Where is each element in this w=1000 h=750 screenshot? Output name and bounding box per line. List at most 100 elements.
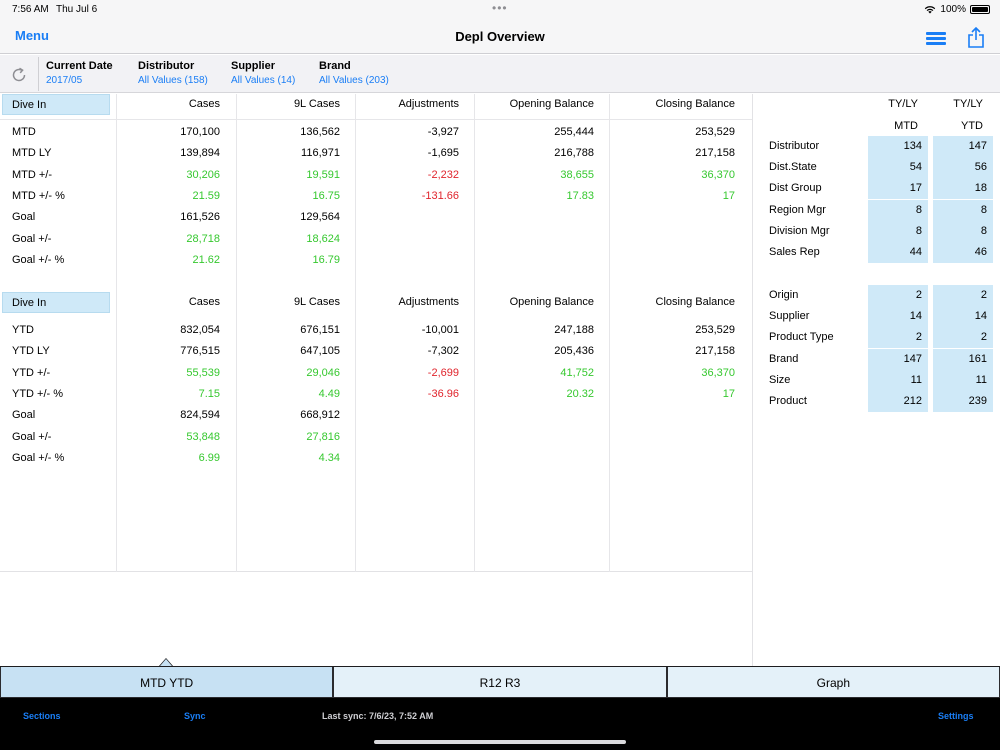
dimension-label: Division Mgr [769, 224, 830, 237]
table-cell: 116,971 [301, 147, 340, 160]
share-icon[interactable] [966, 27, 986, 49]
table-cell: 676,151 [300, 324, 340, 336]
wifi-icon [925, 6, 936, 14]
dimension-label: Region Mgr [769, 203, 826, 216]
mtd-count-cell[interactable]: 14 [868, 306, 928, 328]
table-cell: 6.99 [198, 451, 220, 464]
dive-in-button[interactable]: Dive In [2, 292, 110, 313]
table-cell: 253,529 [695, 126, 735, 138]
settings-button[interactable]: Settings [938, 711, 974, 721]
table-cell: 17 [722, 387, 735, 400]
mtd-count-cell[interactable]: 2 [868, 285, 928, 306]
column-divider [116, 94, 117, 572]
column-header: Opening Balance [509, 98, 594, 110]
refresh-icon[interactable] [9, 65, 29, 85]
filter-current-date[interactable]: Current Date 2017/05 [46, 60, 113, 86]
column-header: TY/LY [953, 98, 983, 110]
tab-r12-r3[interactable]: R12 R3 [333, 667, 667, 698]
status-bar: 7:56 AM Thu Jul 6 ••• 100% [0, 0, 1000, 20]
list-menu-icon[interactable] [926, 32, 946, 46]
mtd-count-cell[interactable]: 2 [868, 327, 928, 349]
page-title: Depl Overview [455, 29, 545, 44]
row-label: Goal [12, 409, 36, 422]
row-label: Goal +/- % [12, 253, 65, 266]
column-divider [609, 94, 610, 572]
column-divider [474, 94, 475, 572]
mtd-count-cell[interactable]: 147 [868, 348, 928, 370]
mtd-count-cell[interactable]: 212 [868, 391, 928, 412]
table-cell: 29,046 [306, 366, 340, 379]
table-cell: 216,788 [554, 147, 594, 160]
table-cell: 7.15 [198, 387, 220, 400]
table-cell: -2,232 [427, 168, 459, 181]
table-cell: 17 [722, 189, 735, 202]
filter-value: 2017/05 [46, 75, 83, 86]
column-header: 9L Cases [293, 98, 340, 110]
ytd-count-cell[interactable]: 239 [933, 391, 993, 412]
dimension-label: Distributor [769, 140, 820, 152]
menu-button[interactable]: Menu [15, 28, 49, 43]
ytd-count-cell[interactable]: 2 [933, 285, 993, 306]
row-label: MTD +/- [12, 168, 53, 181]
tab-mtd-ytd[interactable]: MTD YTD [0, 667, 334, 698]
ytd-count-cell[interactable]: 8 [933, 220, 993, 242]
mtd-count-cell[interactable]: 44 [868, 242, 928, 263]
filter-supplier[interactable]: Supplier All Values (14) [231, 60, 295, 86]
ytd-count-cell[interactable]: 56 [933, 157, 993, 179]
row-label: MTD [12, 126, 36, 138]
ytd-count-cell[interactable]: 11 [933, 369, 993, 391]
table-cell: 18,624 [306, 232, 340, 245]
mtd-count-cell[interactable]: 17 [868, 178, 928, 200]
view-tabs: MTD YTD R12 R3 Graph [0, 666, 1000, 698]
mtd-count-cell[interactable]: 8 [868, 199, 928, 221]
status-right: 100% [924, 4, 990, 15]
multitasking-dots[interactable]: ••• [492, 1, 508, 15]
ytd-count-cell[interactable]: 2 [933, 327, 993, 349]
ytd-count-cell[interactable]: 147 [933, 136, 993, 157]
column-header: Adjustments [398, 98, 459, 110]
ytd-count-cell[interactable]: 46 [933, 242, 993, 263]
filter-label: Distributor [138, 60, 195, 72]
ytd-count-cell[interactable]: 18 [933, 178, 993, 200]
filter-label: Brand [319, 60, 351, 72]
tab-graph[interactable]: Graph [666, 667, 1000, 698]
overview-table: Dive In Cases 9L Cases Adjustments Opening B… [0, 94, 752, 572]
dive-in-button[interactable]: Dive In [2, 94, 110, 115]
sections-button[interactable]: Sections [23, 711, 61, 721]
row-label: YTD +/- [12, 366, 51, 379]
ytd-count-cell[interactable]: 8 [933, 199, 993, 221]
filter-brand[interactable]: Brand All Values (203) [319, 60, 389, 86]
table-cell: 36,370 [701, 168, 735, 181]
filter-distributor[interactable]: Distributor All Values (158) [138, 60, 208, 86]
mtd-count-cell[interactable]: 11 [868, 369, 928, 391]
column-header: TY/LY [888, 98, 918, 110]
filter-value: All Values (203) [319, 75, 389, 86]
navigation-bar: Menu Depl Overview [0, 20, 1000, 54]
bottom-toolbar: Sections Sync Last sync: 7/6/23, 7:52 AM… [0, 698, 1000, 750]
mtd-count-cell[interactable]: 134 [868, 136, 928, 157]
table-cell: -36.96 [427, 387, 459, 400]
table-cell: 136,562 [300, 126, 340, 138]
mtd-count-cell[interactable]: 54 [868, 157, 928, 179]
table-cell: -3,927 [427, 126, 459, 138]
ytd-count-cell[interactable]: 14 [933, 306, 993, 328]
column-header: Cases [188, 98, 220, 110]
table-cell: 21.62 [192, 253, 220, 266]
row-label: Goal [12, 211, 36, 224]
table-cell: 53,848 [186, 430, 220, 443]
dimension-label: Size [769, 373, 791, 386]
dimension-label: Product Type [769, 331, 834, 344]
sync-button[interactable]: Sync [184, 711, 206, 721]
mtd-count-cell[interactable]: 8 [868, 220, 928, 242]
ytd-count-cell[interactable]: 161 [933, 348, 993, 370]
table-cell: 21.59 [192, 189, 220, 202]
dimension-label: Product [769, 395, 807, 407]
column-header: YTD [961, 120, 983, 132]
table-cell: 27,816 [306, 430, 340, 443]
status-date: Thu Jul 6 [56, 4, 98, 15]
table-cell: 217,158 [695, 147, 735, 160]
table-cell: -2,699 [427, 366, 459, 379]
table-cell: 217,158 [695, 345, 735, 358]
table-cell: 28,718 [186, 232, 220, 245]
row-label: YTD +/- % [12, 387, 64, 400]
